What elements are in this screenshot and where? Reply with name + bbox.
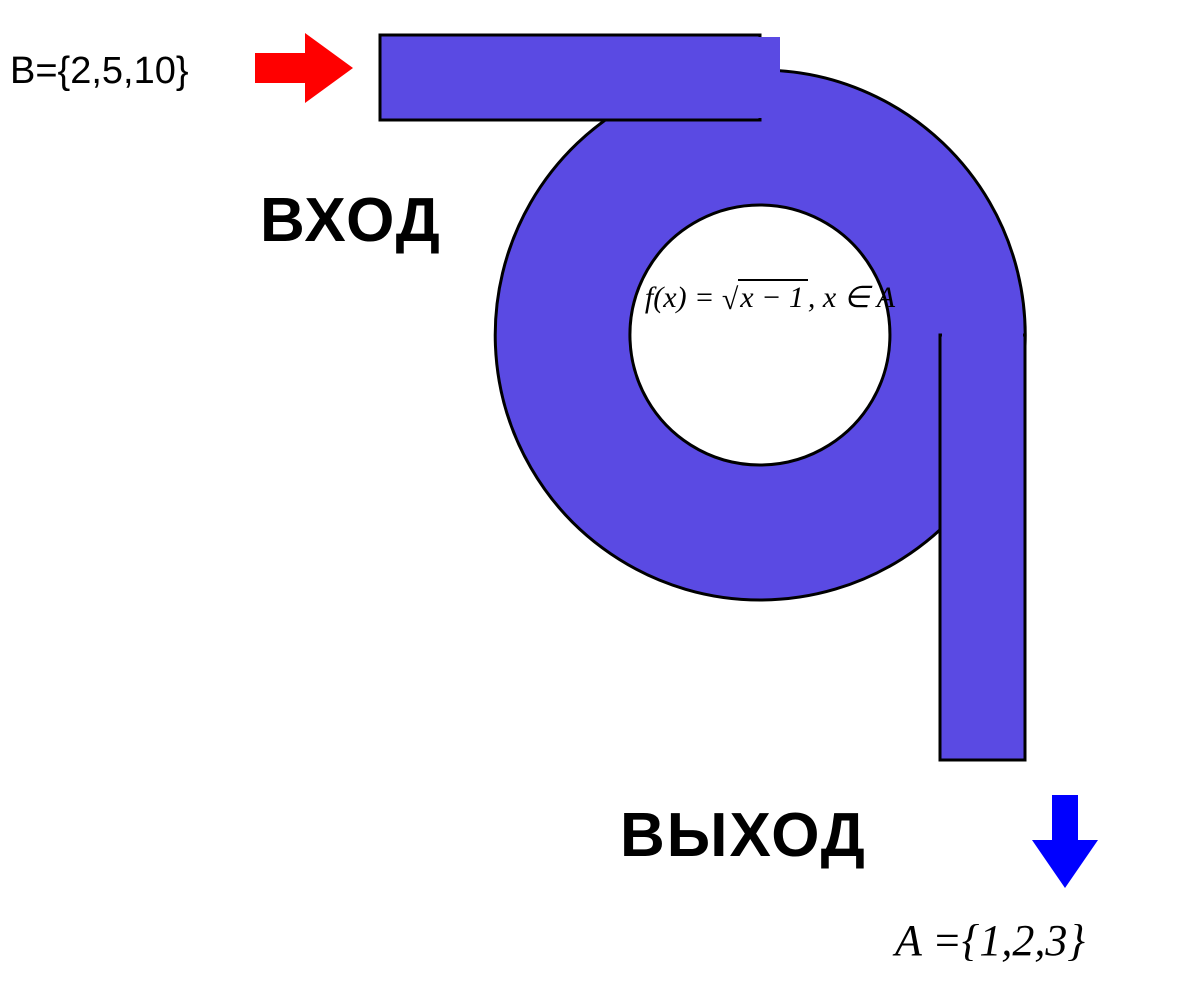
formula-tail: , x ∈ A [808,281,895,314]
input-label: ВХОД [260,185,442,256]
input-arrow-icon [255,28,355,108]
formula-eq: = [687,281,722,314]
formula-fx: f(x) [645,281,687,314]
output-arrow-icon [1030,795,1100,890]
formula-radicand: x − 1 [738,279,808,314]
set-a-label: A ={1,2,3} [895,915,1085,966]
set-b-label: B={2,5,10} [10,50,189,93]
sqrt-icon: √x − 1 [722,281,808,315]
pipe-loop-shape [0,0,1200,985]
formula-label: f(x) = √x − 1, x ∈ A [630,280,910,315]
output-label: ВЫХОД [620,800,867,871]
